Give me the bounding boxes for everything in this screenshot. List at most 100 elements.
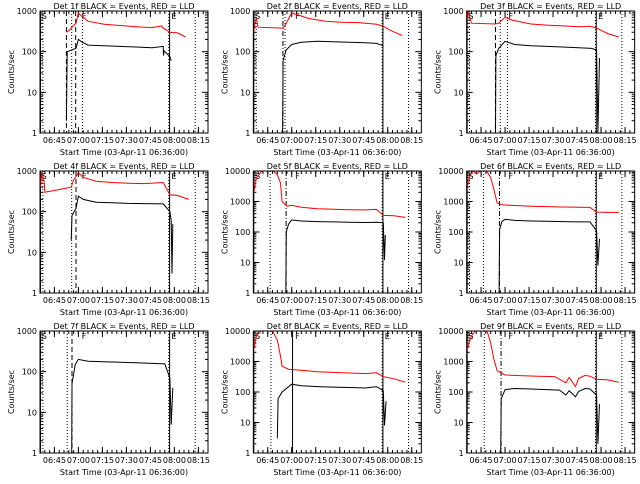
y-tick-label: 1 bbox=[32, 449, 37, 458]
x-tick-label: 07:45 bbox=[352, 296, 375, 305]
x-tick-label: 07:00 bbox=[280, 456, 303, 465]
x-tick-label: 07:30 bbox=[328, 296, 351, 305]
chart-title: Det 3f BLACK = Events, RED = LLD bbox=[480, 2, 621, 11]
x-tick-label: 07:15 bbox=[91, 296, 114, 305]
x-axis-label: Start Time (03-Apr-11 06:36:00) bbox=[273, 468, 401, 477]
y-tick-label: 10000 bbox=[438, 167, 463, 176]
y-tick-label: 100 bbox=[22, 48, 37, 57]
x-tick-label: 07:45 bbox=[352, 456, 375, 465]
y-tick-label: 100 bbox=[448, 388, 463, 397]
chart-panel-3: Det 3f BLACK = Events, RED = LLD Counts/s… bbox=[434, 2, 637, 157]
series-lld bbox=[253, 331, 406, 383]
y-axis-label: Counts/sec bbox=[220, 210, 229, 254]
x-axis-label: Start Time (03-Apr-11 06:36:00) bbox=[60, 468, 188, 477]
x-tick-label: 08:00 bbox=[590, 296, 613, 305]
plot-frame bbox=[39, 330, 209, 454]
x-tick-label: 07:30 bbox=[328, 136, 351, 145]
chart-panel-5: Det 5f BLACK = Events, RED = LLD Counts/s… bbox=[220, 162, 423, 317]
x-tick-label: 08:15 bbox=[614, 296, 637, 305]
plot-frame bbox=[252, 10, 422, 134]
region-label: S bbox=[42, 332, 47, 341]
x-tick-label: 08:00 bbox=[163, 456, 186, 465]
x-tick-label: 06:45 bbox=[43, 456, 66, 465]
region-label: S bbox=[468, 12, 473, 21]
x-tick-label: 07:00 bbox=[494, 136, 517, 145]
y-tick-label: 10 bbox=[453, 259, 463, 268]
chart-title: Det 7f BLACK = Events, RED = LLD bbox=[53, 322, 194, 331]
chart-title: Det 5f BLACK = Events, RED = LLD bbox=[267, 162, 408, 171]
series-lld bbox=[466, 171, 619, 213]
y-axis-label: Counts/sec bbox=[7, 370, 16, 414]
chart-panel-7: Det 7f BLACK = Events, RED = LLD Counts/s… bbox=[7, 322, 210, 477]
x-tick-label: 08:15 bbox=[400, 456, 423, 465]
chart-title: Det 8f BLACK = Events, RED = LLD bbox=[267, 322, 408, 331]
x-tick-label: 07:15 bbox=[304, 296, 327, 305]
series-events bbox=[276, 383, 387, 439]
x-tick-label: 08:15 bbox=[400, 296, 423, 305]
x-tick-label: 07:15 bbox=[304, 456, 327, 465]
y-tick-label: 10 bbox=[240, 259, 250, 268]
x-tick-label: 07:45 bbox=[566, 136, 589, 145]
x-tick-label: 07:30 bbox=[542, 296, 565, 305]
plot-frame bbox=[39, 10, 209, 134]
x-tick-label: 08:00 bbox=[376, 456, 399, 465]
region-label: F bbox=[82, 332, 87, 341]
y-tick-label: 10 bbox=[453, 88, 463, 97]
y-tick-label: 100 bbox=[235, 228, 250, 237]
x-tick-label: 07:45 bbox=[139, 136, 162, 145]
plot-frame bbox=[39, 170, 209, 294]
y-tick-label: 10 bbox=[27, 408, 37, 417]
x-tick-label: 06:45 bbox=[43, 136, 66, 145]
y-axis-label: Counts/sec bbox=[434, 370, 443, 414]
x-tick-label: 07:15 bbox=[304, 136, 327, 145]
region-label: E bbox=[171, 12, 176, 21]
plot-frame bbox=[466, 10, 636, 134]
y-tick-label: 1000 bbox=[443, 358, 463, 367]
y-tick-label: 100 bbox=[448, 228, 463, 237]
x-tick-label: 07:00 bbox=[280, 296, 303, 305]
y-axis-label: Counts/sec bbox=[220, 370, 229, 414]
chart-panel-1: Det 1f BLACK = Events, RED = LLD Counts/s… bbox=[7, 2, 210, 157]
region-label: F bbox=[82, 12, 87, 21]
x-tick-label: 06:45 bbox=[256, 136, 279, 145]
y-tick-label: 1 bbox=[245, 449, 250, 458]
y-tick-label: 1000 bbox=[230, 198, 250, 207]
series-events bbox=[495, 40, 600, 133]
y-axis-label: Counts/sec bbox=[434, 50, 443, 94]
x-tick-label: 07:30 bbox=[115, 296, 138, 305]
chart-title: Det 6f BLACK = Events, RED = LLD bbox=[480, 162, 621, 171]
x-axis-label: Start Time (03-Apr-11 06:36:00) bbox=[487, 148, 615, 157]
y-axis-label: Counts/sec bbox=[220, 50, 229, 94]
series-events bbox=[65, 38, 172, 121]
x-tick-label: 07:00 bbox=[494, 456, 517, 465]
x-tick-label: 07:15 bbox=[518, 136, 541, 145]
region-label: F bbox=[508, 172, 513, 181]
chart-title: Det 9f BLACK = Events, RED = LLD bbox=[480, 322, 621, 331]
y-tick-label: 1000 bbox=[443, 7, 463, 16]
region-label: F bbox=[82, 172, 87, 181]
y-tick-label: 1000 bbox=[443, 198, 463, 207]
x-tick-label: 08:15 bbox=[400, 136, 423, 145]
x-tick-label: 07:00 bbox=[67, 136, 90, 145]
series-lld bbox=[253, 12, 403, 36]
plot-frame bbox=[466, 170, 636, 294]
series-events bbox=[500, 387, 600, 453]
y-axis-label: Counts/sec bbox=[434, 210, 443, 254]
plot-frame bbox=[252, 330, 422, 454]
x-tick-label: 08:00 bbox=[163, 136, 186, 145]
y-tick-label: 1 bbox=[459, 129, 464, 138]
y-tick-label: 100 bbox=[235, 388, 250, 397]
x-axis-label: Start Time (03-Apr-11 06:36:00) bbox=[487, 468, 615, 477]
region-label: F bbox=[295, 12, 300, 21]
x-tick-label: 08:00 bbox=[376, 296, 399, 305]
x-tick-label: 08:00 bbox=[163, 296, 186, 305]
x-tick-label: 08:15 bbox=[187, 296, 210, 305]
x-tick-label: 07:15 bbox=[91, 456, 114, 465]
y-tick-label: 10 bbox=[240, 419, 250, 428]
y-tick-label: 10 bbox=[27, 88, 37, 97]
region-label: F bbox=[295, 172, 300, 181]
y-tick-label: 1000 bbox=[17, 167, 37, 176]
x-tick-label: 06:45 bbox=[43, 296, 66, 305]
series-lld bbox=[466, 11, 619, 38]
x-axis-label: Start Time (03-Apr-11 06:36:00) bbox=[273, 308, 401, 317]
